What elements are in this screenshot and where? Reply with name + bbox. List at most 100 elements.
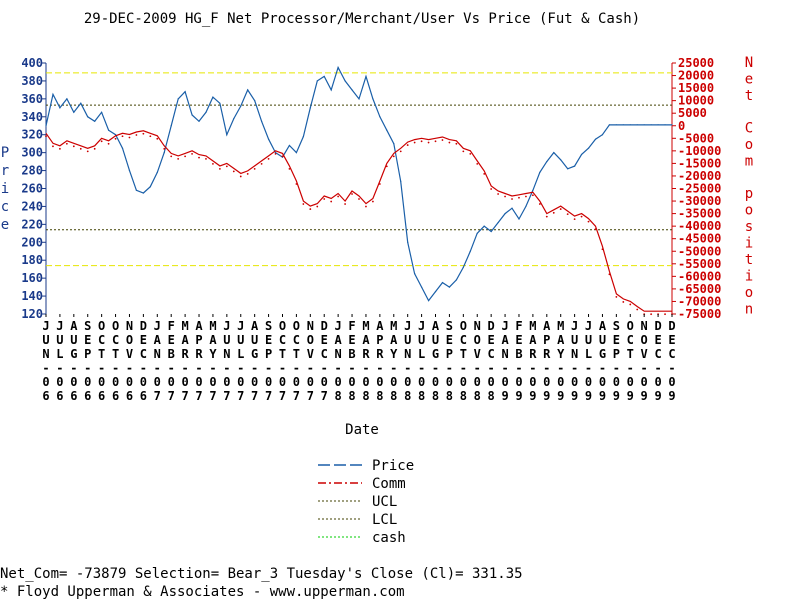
x-tick-label-char: E — [321, 333, 328, 347]
legend-comm-label: Comm — [372, 476, 406, 492]
x-tick-label-char: S — [84, 319, 91, 333]
price-data-point — [302, 135, 304, 138]
x-tick-label-char: - — [195, 361, 202, 375]
x-tick-label-char: 8 — [418, 389, 425, 403]
comm-data-point — [378, 183, 381, 185]
x-tick-label-char: 0 — [585, 375, 592, 389]
price-data-point — [80, 102, 82, 104]
x-tick-label-char: 0 — [376, 375, 383, 389]
comm-data-point — [552, 211, 555, 214]
comm-data-point — [163, 147, 166, 150]
x-tick-label-char: D — [140, 319, 147, 333]
x-tick-label-char: E — [168, 333, 175, 347]
x-tick-label-char: M — [209, 319, 216, 333]
price-data-point — [226, 134, 228, 136]
price-data-point — [330, 89, 332, 91]
x-tick-label-char: M — [362, 319, 369, 333]
x-tick-label-char: 0 — [195, 375, 202, 389]
right-tick-label: 20000 — [678, 69, 714, 83]
x-tick-label-char: N — [154, 347, 161, 361]
x-tick-label-char: E — [654, 333, 661, 347]
x-tick-label-char: 6 — [98, 389, 105, 403]
right-tick-label: -60000 — [678, 269, 721, 283]
x-tick-label-char: 0 — [112, 375, 119, 389]
price-data-point — [657, 124, 659, 126]
x-tick-label-char: P — [543, 333, 550, 347]
price-data-point — [247, 89, 249, 91]
price-data-point — [59, 107, 61, 109]
comm-data-point — [580, 215, 583, 218]
x-tick-label-char: P — [84, 347, 91, 361]
comm-data-point — [225, 165, 228, 168]
x-tick-label-char: - — [140, 361, 147, 375]
comm-data-point — [45, 135, 47, 138]
x-tick-label-char: 8 — [362, 389, 369, 403]
x-tick-label-char: 0 — [140, 375, 147, 389]
x-tick-label-char: 8 — [348, 389, 355, 403]
x-tick-label-char: 8 — [335, 389, 342, 403]
price-data-point — [212, 96, 214, 98]
x-tick-label-char: A — [376, 319, 384, 333]
left-tick-label: 200 — [21, 235, 43, 249]
x-tick-label-char: C — [98, 333, 105, 347]
x-tick-label-char: N — [474, 319, 481, 333]
legend-lcl-label: LCL — [372, 512, 397, 528]
x-tick-label-char: A — [501, 333, 509, 347]
right-tick-label: 10000 — [678, 94, 714, 108]
comm-data-point — [337, 195, 340, 198]
right-tick-label: 5000 — [678, 106, 707, 120]
x-tick-label-char: - — [627, 361, 634, 375]
x-tick-label-char: U — [237, 333, 244, 347]
x-tick-label-char: B — [348, 347, 355, 361]
x-tick-label-char: S — [446, 319, 453, 333]
price-data-point — [108, 129, 110, 131]
x-tick-label-char: T — [460, 347, 467, 361]
x-tick-label-char: G — [599, 347, 606, 361]
comm-data-point — [218, 168, 221, 170]
comm-data-point — [107, 142, 110, 145]
x-tick-label-char: - — [501, 361, 508, 375]
price-data-point — [580, 153, 583, 156]
left-tick-label: 240 — [21, 199, 43, 213]
x-tick-label-char: - — [70, 361, 77, 375]
x-tick-label-char: 0 — [571, 375, 578, 389]
price-data-point — [525, 205, 527, 208]
comm-data-point — [664, 313, 666, 316]
x-tick-label-char: R — [362, 347, 370, 361]
x-tick-label-char: 0 — [168, 375, 175, 389]
x-tick-label-char: G — [70, 347, 77, 361]
right-axis-label-char: o — [745, 203, 753, 219]
price-data-point — [518, 218, 520, 220]
price-data-point — [553, 152, 555, 154]
x-tick-label-char: - — [641, 361, 648, 375]
comm-data-point — [316, 205, 319, 208]
price-data-point — [504, 213, 506, 215]
x-tick-label-char: 7 — [307, 389, 314, 403]
comm-data-point — [525, 195, 527, 198]
comm-data-point — [59, 147, 61, 150]
price-data-point — [671, 124, 673, 126]
x-tick-label-char: C — [627, 333, 634, 347]
comm-data-point — [573, 218, 576, 221]
x-tick-label-char: 0 — [390, 375, 397, 389]
left-tick-label: 180 — [21, 253, 43, 267]
x-tick-label-char: - — [279, 361, 286, 375]
x-tick-label-char: E — [515, 333, 522, 347]
x-tick-label-char: 0 — [418, 375, 425, 389]
x-tick-label-char: A — [195, 319, 203, 333]
x-tick-label-char: - — [293, 361, 300, 375]
x-tick-label-char: 0 — [154, 375, 161, 389]
x-tick-label-char: E — [140, 333, 147, 347]
comm-data-point — [434, 140, 437, 143]
price-data-point — [45, 125, 47, 127]
x-tick-label-char: O — [460, 319, 467, 333]
x-tick-label-char: - — [265, 361, 272, 375]
x-tick-label-char: 7 — [154, 389, 161, 403]
right-axis-label-char: i — [745, 269, 753, 285]
right-tick-label: 25000 — [678, 56, 714, 70]
x-tick-label-char: U — [404, 333, 411, 347]
x-tick-label-char: 8 — [488, 389, 495, 403]
x-tick-label-char: 9 — [557, 389, 564, 403]
x-tick-label-char: 6 — [112, 389, 119, 403]
x-tick-label-char: - — [168, 361, 175, 375]
